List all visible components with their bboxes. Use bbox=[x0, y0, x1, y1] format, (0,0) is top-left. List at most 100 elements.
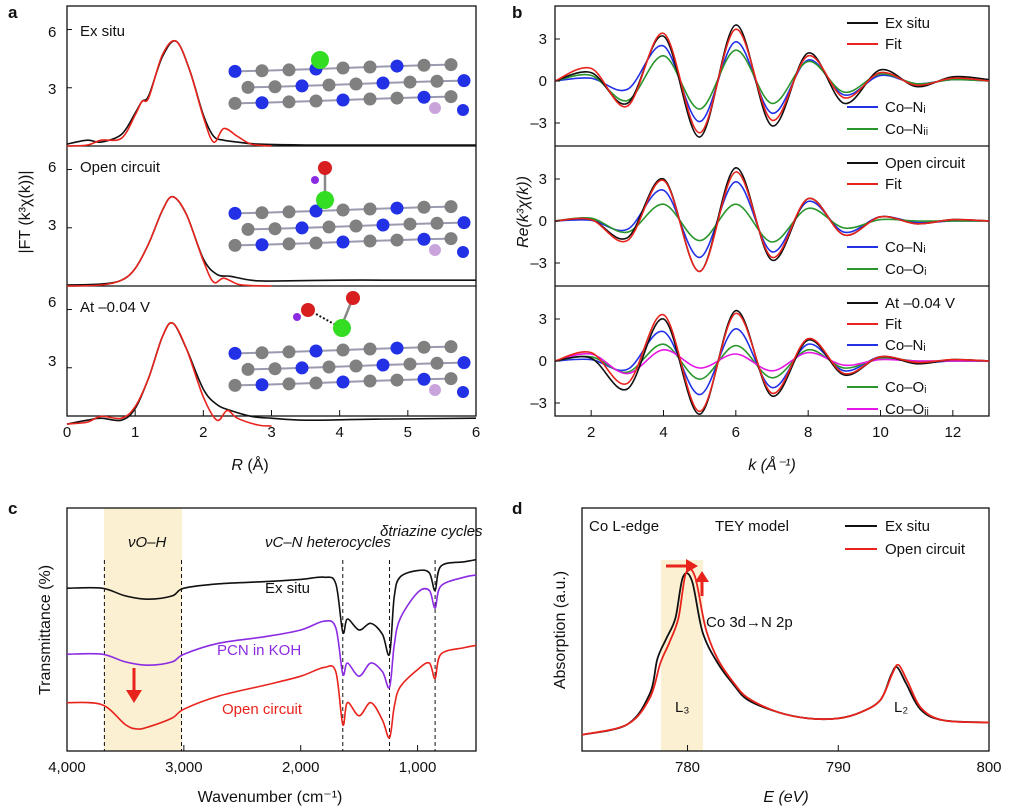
a-2-fit-line bbox=[66, 321, 272, 427]
panel-a-label-at-potential: At –0.04 V bbox=[80, 299, 150, 316]
b-ytick-label: 0 bbox=[539, 353, 547, 370]
panel-d-frame bbox=[581, 507, 990, 752]
panel-c-x-ticks: 4,000 3,000 2,000 1,000 bbox=[48, 745, 436, 776]
atom bbox=[228, 96, 242, 110]
atom bbox=[376, 76, 390, 90]
atom bbox=[309, 236, 323, 250]
d-ex-situ-line bbox=[581, 572, 990, 736]
panel-d-legend-open-circuit: Open circuit bbox=[885, 541, 966, 558]
cobalt-atom bbox=[316, 191, 334, 209]
atom bbox=[255, 206, 269, 220]
panel-c-label-pcn: PCN in KOH bbox=[217, 642, 301, 659]
atom bbox=[429, 244, 441, 256]
d-xtick-label: 780 bbox=[675, 759, 700, 776]
up-arrow-icon bbox=[695, 571, 709, 596]
panel-a-subplot-open-circuit bbox=[66, 169, 476, 287]
b-xtick-label: 2 bbox=[587, 424, 595, 441]
b-2-series-line bbox=[554, 348, 989, 375]
oxygen-atom bbox=[318, 161, 332, 175]
a-ytick-2-6: 6 bbox=[48, 294, 56, 311]
atom bbox=[228, 64, 242, 78]
panel-a-letter: a bbox=[8, 3, 18, 22]
panel-c-label-ex-situ: Ex situ bbox=[265, 580, 310, 597]
atom bbox=[457, 216, 471, 230]
right-arrow-icon bbox=[666, 559, 698, 573]
a-xtick-label: 6 bbox=[472, 424, 480, 441]
atom bbox=[363, 202, 377, 216]
panel-c-band-cn: νC–N heterocycles bbox=[265, 534, 391, 551]
c-series-1-line bbox=[66, 574, 477, 689]
d-xtick-label: 790 bbox=[826, 759, 851, 776]
c-xtick-label: 4,000 bbox=[48, 759, 86, 776]
atom bbox=[417, 372, 431, 386]
panel-c-oh-highlight bbox=[104, 508, 182, 751]
atom bbox=[390, 91, 404, 105]
panel-d-xlabel: E (eV) bbox=[763, 789, 808, 806]
co-oh-structure-icon bbox=[228, 161, 471, 258]
atom bbox=[255, 238, 269, 252]
atom bbox=[295, 79, 309, 93]
atom bbox=[268, 80, 282, 94]
atom bbox=[417, 58, 431, 72]
atom bbox=[417, 200, 431, 214]
panel-b-xlabel: k (Å⁻¹) bbox=[748, 455, 796, 474]
hydrogen-atom bbox=[311, 176, 319, 184]
atom bbox=[390, 59, 404, 73]
panel-a-ylabel: |FT (k³χ(k))| bbox=[17, 170, 34, 253]
hydrogen-atom bbox=[293, 313, 301, 321]
panel-d-annotation: Co 3d→N 2p bbox=[706, 614, 793, 631]
c-series-0-line bbox=[66, 558, 477, 657]
atom bbox=[282, 205, 296, 219]
a-ytick-1-3: 3 bbox=[48, 217, 56, 234]
panel-a: Ex situ Open circuit At –0.04 V 6 3 6 3 … bbox=[17, 5, 480, 474]
atom bbox=[444, 232, 458, 246]
atom bbox=[309, 344, 323, 358]
atom bbox=[430, 356, 444, 370]
atom bbox=[429, 102, 441, 114]
atom bbox=[363, 342, 377, 356]
atom bbox=[349, 359, 363, 373]
panel-d-legend-ex-situ: Ex situ bbox=[885, 518, 930, 535]
atom bbox=[363, 234, 377, 248]
b-1-series-line bbox=[554, 203, 989, 243]
b-1-series-line bbox=[554, 171, 990, 273]
atom bbox=[444, 58, 458, 72]
atom bbox=[444, 90, 458, 104]
atom bbox=[241, 222, 255, 236]
oxygen-atom bbox=[346, 291, 360, 305]
atom bbox=[457, 104, 469, 116]
panel-a-frame bbox=[66, 5, 477, 417]
atom bbox=[309, 204, 323, 218]
panel-c-band-triazine: δtriazine cycles bbox=[380, 523, 483, 540]
atom bbox=[417, 90, 431, 104]
panel-d-title-right: TEY model bbox=[715, 518, 789, 535]
atom bbox=[457, 246, 469, 258]
b-xtick-label: 8 bbox=[804, 424, 812, 441]
panel-b-ylabel: Re(k³χ(k)) bbox=[515, 176, 532, 248]
a-xtick-label: 4 bbox=[335, 424, 343, 441]
b-ytick-label: –3 bbox=[530, 115, 547, 132]
atom bbox=[336, 93, 350, 107]
panel-a-label-open-circuit: Open circuit bbox=[80, 159, 161, 176]
atom bbox=[255, 346, 269, 360]
a-xtick-label: 0 bbox=[63, 424, 71, 441]
co-nitride-structure-icon bbox=[228, 51, 471, 116]
panel-a-subplot-at-potential bbox=[66, 309, 477, 427]
d-open-circuit-line bbox=[581, 567, 990, 736]
panel-a-xlabel: R (Å) bbox=[231, 455, 268, 474]
b-legend-label: Co–Nᵢᵢ bbox=[885, 121, 928, 138]
panel-b-y-ticks: 3 0 –3 3 0 –3 3 0 –3 bbox=[530, 31, 560, 412]
atom bbox=[390, 341, 404, 355]
atom bbox=[336, 235, 350, 249]
a-xtick-label: 2 bbox=[199, 424, 207, 441]
atom bbox=[417, 232, 431, 246]
panel-b-subplot-2 bbox=[554, 309, 990, 415]
a-0-fit-line bbox=[66, 39, 272, 147]
panel-b: 3 0 –3 3 0 –3 3 0 –3 2 4 6 8 10 12 Ex situ Fit Co–Nᵢ Co–… bbox=[515, 5, 990, 474]
atom bbox=[309, 94, 323, 108]
b-xtick-label: 12 bbox=[944, 424, 961, 441]
panel-c-xlabel: Wavenumber (cm⁻¹) bbox=[198, 789, 343, 806]
c-series-2-line bbox=[66, 644, 477, 739]
b-xtick-label: 4 bbox=[659, 424, 667, 441]
panel-b-letter: b bbox=[512, 3, 522, 22]
